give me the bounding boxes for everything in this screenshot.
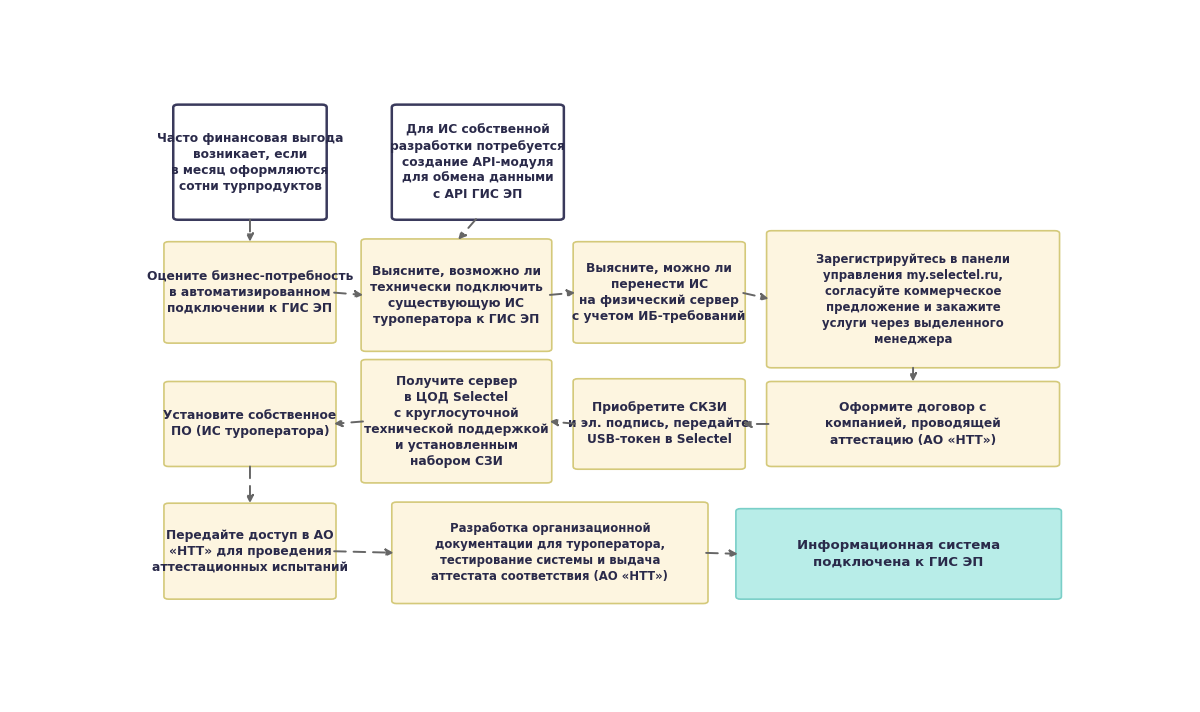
Text: Получите сервер
в ЦОД Selectel
с круглосуточной
технической поддержкой
и установ: Получите сервер в ЦОД Selectel с круглос…	[364, 375, 548, 468]
Text: Часто финансовая выгода
возникает, если
в месяц оформляются
сотни турпродуктов: Часто финансовая выгода возникает, если …	[157, 132, 343, 193]
Text: Выясните, возможно ли
технически подключить
существующую ИС
туроператора к ГИС Э: Выясните, возможно ли технически подключ…	[370, 265, 542, 325]
FancyBboxPatch shape	[164, 241, 336, 343]
Text: Зарегистрируйтесь в панели
управления my.selectel.ru,
согласуйте коммерческое
пр: Зарегистрируйтесь в панели управления my…	[816, 253, 1010, 346]
FancyBboxPatch shape	[767, 382, 1060, 466]
Text: Установите собственное
ПО (ИС туроператора): Установите собственное ПО (ИС туроперато…	[163, 409, 336, 439]
Text: Оформите договор с
компанией, проводящей
аттестацию (АО «НТТ»): Оформите договор с компанией, проводящей…	[826, 402, 1001, 446]
FancyBboxPatch shape	[574, 241, 745, 343]
FancyBboxPatch shape	[767, 231, 1060, 368]
Text: Информационная система
подключена к ГИС ЭП: Информационная система подключена к ГИС …	[797, 540, 1001, 568]
FancyBboxPatch shape	[173, 105, 326, 220]
FancyBboxPatch shape	[736, 508, 1062, 599]
Text: Выясните, можно ли
перенести ИС
на физический сервер
с учетом ИБ-требований: Выясните, можно ли перенести ИС на физич…	[572, 262, 746, 323]
FancyBboxPatch shape	[164, 503, 336, 599]
Text: Приобретите СКЗИ
и эл. подпись, передайте
USB-токен в Selectel: Приобретите СКЗИ и эл. подпись, передайт…	[569, 402, 750, 446]
FancyBboxPatch shape	[391, 502, 708, 604]
Text: Для ИС собственной
разработки потребуется
создание API-модуля
для обмена данными: Для ИС собственной разработки потребуетс…	[390, 124, 565, 201]
FancyBboxPatch shape	[164, 382, 336, 466]
FancyBboxPatch shape	[391, 105, 564, 220]
FancyBboxPatch shape	[574, 379, 745, 469]
FancyBboxPatch shape	[361, 239, 552, 351]
Text: Разработка организационной
документации для туроператора,
тестирование системы и: Разработка организационной документации …	[432, 523, 668, 583]
Text: Оцените бизнес-потребность
в автоматизированном
подключении к ГИС ЭП: Оцените бизнес-потребность в автоматизир…	[146, 270, 353, 315]
FancyBboxPatch shape	[361, 360, 552, 483]
Text: Передайте доступ в АО
«НТТ» для проведения
аттестационных испытаний: Передайте доступ в АО «НТТ» для проведен…	[152, 529, 348, 574]
